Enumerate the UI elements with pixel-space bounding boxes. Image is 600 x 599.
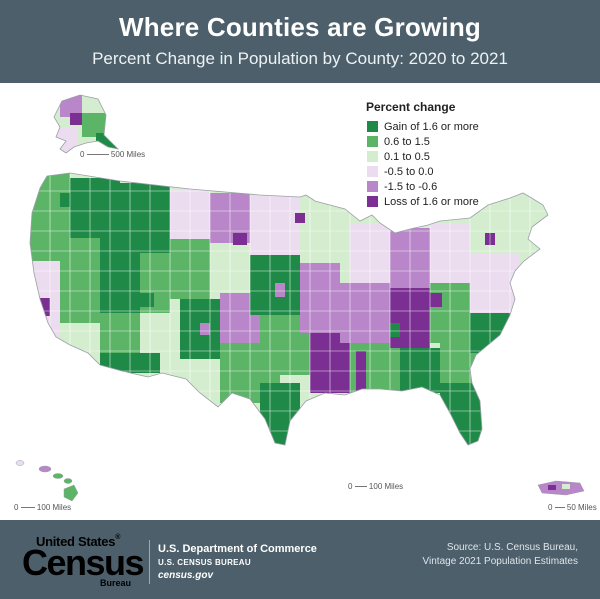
- legend-label: 0.1 to 0.5: [384, 150, 430, 163]
- footer-banner: [0, 520, 600, 599]
- puerto-rico-scale: 0 50 Miles: [548, 503, 597, 512]
- dept-commerce: U.S. Department of Commerce: [158, 543, 317, 555]
- puerto-rico: [537, 480, 585, 496]
- logo-bureau: Bureau: [100, 578, 132, 588]
- scale-bar: [20, 507, 35, 509]
- source-note: Source: U.S. Census Bureau, Vintage 2021…: [328, 541, 578, 569]
- census-logo[interactable]: United States® Census Bureau: [22, 534, 145, 590]
- legend-swatch: [366, 195, 379, 208]
- scale-label: 500 Miles: [110, 150, 146, 159]
- scale-zero: 0: [348, 482, 353, 491]
- legend-swatch: [366, 180, 379, 193]
- legend: Percent change Gain of 1.6 or more 0.6 to…: [366, 100, 536, 209]
- legend-item: -0.5 to 0.0: [366, 164, 536, 179]
- hawaii-islands: [15, 460, 79, 502]
- alaska-scale: 0 500 Miles: [80, 150, 145, 159]
- dept-census-bureau: U.S. CENSUS BUREAU: [158, 558, 251, 567]
- logo-census: Census: [22, 542, 145, 583]
- alaska-outline: [53, 94, 120, 154]
- legend-title: Percent change: [366, 100, 456, 114]
- scale-label: 100 Miles: [368, 482, 404, 491]
- source-line-2: Vintage 2021 Population Estimates: [422, 556, 578, 567]
- scale-bar: [354, 486, 367, 488]
- legend-item: -1.5 to -0.6: [366, 179, 536, 194]
- footer-divider: [149, 540, 150, 584]
- scale-bar: [86, 154, 109, 156]
- scale-label: 100 Miles: [36, 503, 72, 512]
- legend-swatch: [366, 165, 379, 178]
- conus-scale: 0 100 Miles: [348, 482, 403, 491]
- map-subtitle: Percent Change in Population by County: …: [92, 49, 508, 68]
- census-gov-link[interactable]: census.gov: [158, 570, 214, 581]
- legend-label: Gain of 1.6 or more: [384, 120, 479, 133]
- logo-united-states: United States®: [36, 534, 121, 549]
- map-title: Where Counties are Growing: [118, 12, 482, 42]
- scale-zero: 0: [548, 503, 553, 512]
- map-area: [0, 83, 600, 520]
- county-map: [15, 94, 585, 502]
- header-banner: Where Counties are Growing Percent Chang…: [0, 0, 600, 83]
- scale-bar: [554, 507, 565, 509]
- conus-counties: [30, 173, 548, 445]
- legend-label: -0.5 to 0.0: [384, 165, 434, 178]
- legend-item: Loss of 1.6 or more: [366, 194, 536, 209]
- legend-swatch: [366, 150, 379, 163]
- hawaii-scale: 0 100 Miles: [14, 503, 71, 512]
- legend-label: 0.6 to 1.5: [384, 135, 430, 148]
- legend-label: -1.5 to -0.6: [384, 180, 438, 193]
- legend-swatch: [366, 135, 379, 148]
- conus-outline: [29, 172, 549, 446]
- source-line-1: Source: U.S. Census Bureau,: [446, 542, 578, 553]
- scale-label: 50 Miles: [566, 503, 597, 512]
- scale-zero: 0: [14, 503, 19, 512]
- department-info: U.S. Department of Commerce U.S. CENSUS …: [158, 543, 317, 581]
- legend-swatch: [366, 120, 379, 133]
- legend-items: Gain of 1.6 or more 0.6 to 1.5 0.1 to 0.5 -…: [366, 119, 536, 209]
- legend-item: 0.6 to 1.5: [366, 134, 536, 149]
- legend-item: 0.1 to 0.5: [366, 149, 536, 164]
- legend-item: Gain of 1.6 or more: [366, 119, 536, 134]
- legend-label: Loss of 1.6 or more: [384, 195, 479, 208]
- scale-zero: 0: [80, 150, 85, 159]
